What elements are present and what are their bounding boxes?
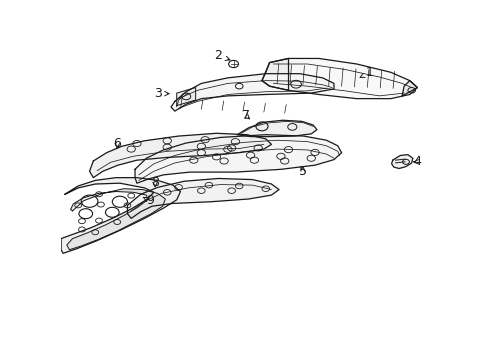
- Text: 5: 5: [298, 165, 306, 178]
- Polygon shape: [67, 189, 165, 250]
- Text: 4: 4: [412, 156, 421, 168]
- Text: 8: 8: [151, 176, 159, 189]
- Polygon shape: [171, 74, 333, 111]
- Text: 2: 2: [214, 49, 229, 62]
- Text: 7: 7: [242, 109, 249, 122]
- Polygon shape: [176, 87, 195, 105]
- Text: 6: 6: [113, 137, 121, 150]
- Text: 3: 3: [154, 87, 169, 100]
- Polygon shape: [391, 155, 412, 168]
- Text: 9: 9: [143, 194, 154, 207]
- Polygon shape: [262, 58, 288, 90]
- Polygon shape: [237, 120, 316, 136]
- Polygon shape: [401, 81, 416, 96]
- Text: 1: 1: [359, 66, 373, 79]
- Polygon shape: [127, 179, 279, 219]
- Polygon shape: [61, 177, 180, 253]
- Polygon shape: [89, 133, 271, 177]
- Polygon shape: [262, 58, 416, 99]
- Polygon shape: [135, 135, 341, 183]
